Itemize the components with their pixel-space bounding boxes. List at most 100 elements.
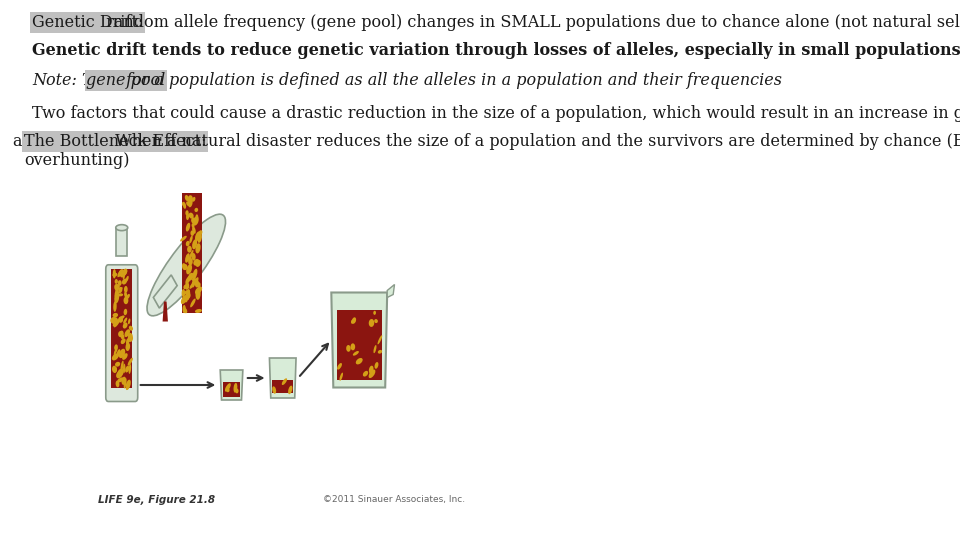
- Text: Genetic Drift:: Genetic Drift:: [32, 14, 143, 31]
- Ellipse shape: [122, 279, 127, 285]
- Ellipse shape: [197, 282, 201, 288]
- Ellipse shape: [196, 214, 199, 219]
- Bar: [181, 193, 202, 313]
- Text: a): a): [12, 133, 28, 150]
- Ellipse shape: [112, 269, 116, 279]
- Ellipse shape: [123, 364, 126, 373]
- Ellipse shape: [340, 373, 343, 381]
- Ellipse shape: [112, 366, 117, 373]
- Ellipse shape: [112, 273, 117, 276]
- Text: random allele frequency (gene pool) changes in SMALL populations due to chance a: random allele frequency (gene pool) chan…: [101, 14, 960, 31]
- Ellipse shape: [115, 381, 119, 387]
- Ellipse shape: [187, 246, 192, 253]
- Text: for a population is defined as all the alleles in a population and their frequen: for a population is defined as all the a…: [121, 72, 782, 89]
- Ellipse shape: [115, 284, 120, 289]
- Ellipse shape: [182, 296, 185, 302]
- Ellipse shape: [183, 285, 187, 289]
- Ellipse shape: [124, 309, 128, 315]
- Bar: [337, 310, 382, 380]
- Bar: [116, 228, 127, 255]
- Ellipse shape: [351, 318, 356, 324]
- Ellipse shape: [116, 371, 123, 379]
- Text: When a natural disaster reduces the size of a population and the survivors are d: When a natural disaster reduces the size…: [109, 133, 960, 150]
- Ellipse shape: [120, 353, 124, 357]
- Text: overhunting): overhunting): [24, 152, 130, 169]
- Ellipse shape: [225, 383, 230, 392]
- Ellipse shape: [182, 202, 186, 209]
- Text: The Bottleneck Effect:: The Bottleneck Effect:: [24, 133, 206, 150]
- Ellipse shape: [373, 345, 376, 353]
- Ellipse shape: [117, 369, 124, 377]
- Ellipse shape: [122, 268, 128, 276]
- Ellipse shape: [190, 231, 194, 236]
- Ellipse shape: [120, 318, 123, 322]
- Ellipse shape: [118, 269, 123, 277]
- Polygon shape: [220, 370, 243, 400]
- Ellipse shape: [126, 380, 131, 390]
- Ellipse shape: [116, 225, 128, 231]
- Ellipse shape: [114, 320, 118, 326]
- Ellipse shape: [185, 253, 190, 263]
- Ellipse shape: [189, 274, 192, 278]
- Ellipse shape: [114, 284, 119, 291]
- Ellipse shape: [120, 330, 124, 336]
- Ellipse shape: [119, 270, 124, 276]
- Ellipse shape: [116, 349, 120, 357]
- Ellipse shape: [282, 378, 287, 385]
- Ellipse shape: [118, 287, 122, 293]
- Ellipse shape: [374, 319, 378, 323]
- Ellipse shape: [192, 226, 196, 234]
- Ellipse shape: [347, 345, 350, 352]
- Text: LIFE 9e, Figure 21.8: LIFE 9e, Figure 21.8: [99, 495, 216, 505]
- Ellipse shape: [192, 278, 196, 281]
- Ellipse shape: [180, 236, 187, 241]
- Ellipse shape: [356, 358, 363, 365]
- Ellipse shape: [184, 299, 187, 302]
- Bar: [223, 381, 240, 396]
- Ellipse shape: [188, 273, 194, 281]
- Ellipse shape: [113, 319, 120, 327]
- Ellipse shape: [186, 222, 190, 232]
- Ellipse shape: [288, 386, 293, 394]
- Ellipse shape: [186, 241, 190, 246]
- Ellipse shape: [185, 275, 191, 284]
- Ellipse shape: [193, 218, 197, 225]
- Ellipse shape: [186, 293, 191, 299]
- Polygon shape: [270, 358, 296, 398]
- Ellipse shape: [189, 250, 194, 260]
- Ellipse shape: [195, 232, 201, 241]
- Ellipse shape: [182, 305, 186, 313]
- Ellipse shape: [192, 280, 195, 287]
- Ellipse shape: [184, 195, 189, 201]
- Ellipse shape: [128, 319, 131, 324]
- Ellipse shape: [128, 335, 133, 342]
- Ellipse shape: [112, 353, 119, 360]
- Ellipse shape: [123, 318, 128, 323]
- Ellipse shape: [114, 292, 119, 303]
- Ellipse shape: [350, 343, 355, 350]
- Ellipse shape: [181, 202, 185, 206]
- Ellipse shape: [122, 353, 128, 360]
- Ellipse shape: [226, 387, 229, 392]
- Ellipse shape: [126, 342, 131, 351]
- Ellipse shape: [185, 210, 189, 215]
- Polygon shape: [162, 301, 168, 321]
- Ellipse shape: [123, 272, 125, 279]
- Ellipse shape: [186, 213, 189, 220]
- Polygon shape: [154, 275, 178, 308]
- Ellipse shape: [124, 286, 128, 293]
- Ellipse shape: [186, 255, 189, 260]
- Ellipse shape: [128, 333, 132, 339]
- Ellipse shape: [183, 264, 187, 270]
- Ellipse shape: [374, 362, 378, 369]
- Ellipse shape: [197, 234, 200, 238]
- Ellipse shape: [118, 315, 125, 320]
- Ellipse shape: [118, 331, 123, 337]
- Ellipse shape: [114, 345, 118, 350]
- Ellipse shape: [126, 339, 129, 345]
- Ellipse shape: [185, 282, 189, 290]
- Ellipse shape: [117, 377, 124, 382]
- Ellipse shape: [121, 270, 128, 278]
- Ellipse shape: [273, 386, 276, 394]
- Ellipse shape: [121, 339, 126, 344]
